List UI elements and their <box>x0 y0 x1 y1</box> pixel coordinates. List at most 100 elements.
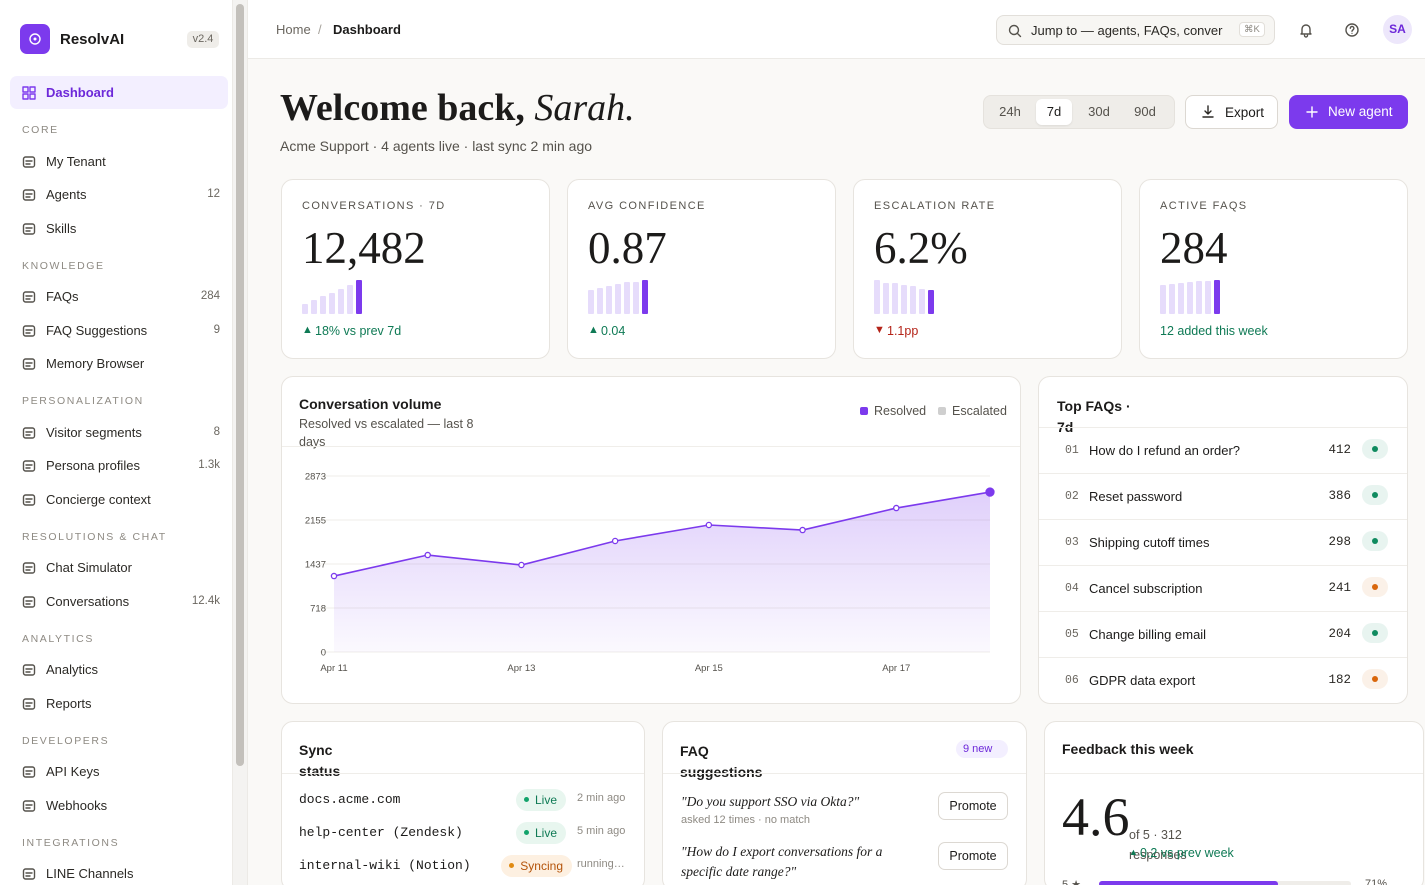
spark-bar <box>1214 280 1220 314</box>
promote-button[interactable]: Promote <box>938 792 1008 820</box>
range-option[interactable]: 24h <box>999 104 1021 119</box>
spark-bar <box>606 286 612 314</box>
kpi-card: ACTIVE FAQS 284 12 added this week <box>1139 179 1408 359</box>
promote-button[interactable]: Promote <box>938 842 1008 870</box>
faq-row[interactable]: 04 Cancel subscription 241 <box>1039 566 1407 611</box>
faq-row[interactable]: 01 How do I refund an order? 412 <box>1039 428 1407 473</box>
faq-question: Shipping cutoff times <box>1089 535 1210 550</box>
nav-item[interactable]: FAQs 284 <box>10 281 228 313</box>
icon <box>1306 106 1318 118</box>
status-badge <box>1362 577 1388 597</box>
status-badge <box>1362 439 1388 459</box>
card-title: FAQ suggestions <box>680 743 763 780</box>
faq-question: Cancel subscription <box>1089 581 1203 596</box>
faq-count: 412 <box>1328 443 1351 457</box>
faq-rank: 02 <box>1065 490 1079 503</box>
rating-value: 71% <box>1365 878 1388 885</box>
sync-status: Live <box>515 822 566 844</box>
nav-item[interactable]: Persona profiles 1.3k <box>10 450 228 482</box>
breadcrumb-separator: / <box>318 22 322 37</box>
breadcrumb-item[interactable]: Home <box>276 22 311 37</box>
topbar: Home / Dashboard Jump to — agents, FAQs, co… <box>248 0 1425 59</box>
icon <box>22 595 36 608</box>
kpi-delta: 0.04 <box>601 324 626 338</box>
spark-bar <box>910 286 916 314</box>
spark-bar <box>901 285 907 314</box>
nav-item[interactable]: Visitor segments 8 <box>10 417 228 449</box>
rating-track <box>1099 881 1351 885</box>
suggestion-question: "Do you support SSO via Okta?" <box>681 794 860 809</box>
score: 4.6 <box>1062 787 1130 847</box>
search-box[interactable]: Jump to — agents, FAQs, conver ⌘K <box>996 15 1275 45</box>
status-dot <box>1372 584 1378 590</box>
avatar[interactable]: SA <box>1383 15 1412 44</box>
nav-label: FAQ Suggestions <box>46 322 148 338</box>
nav-item[interactable]: Conversations 12.4k <box>10 586 228 618</box>
nav-count: 12.4k <box>191 594 220 607</box>
delta-arrow: ▲ <box>1129 847 1138 857</box>
icon <box>22 697 36 710</box>
faq-question: Reset password <box>1089 489 1183 504</box>
score-scale: of 5 · 312 responses <box>1129 828 1187 862</box>
kpi-delta: 18% vs prev 7d <box>315 324 402 338</box>
nav-item[interactable]: Skills <box>10 213 228 245</box>
nav-item[interactable]: Agents 12 <box>10 179 228 211</box>
range-option[interactable]: 90d <box>1134 104 1156 119</box>
faq-row[interactable]: 05 Change billing email 204 <box>1039 612 1407 657</box>
range-option[interactable]: 30d <box>1088 104 1110 119</box>
nav-item[interactable]: Webhooks <box>10 790 228 822</box>
legend-label: Resolved <box>874 404 927 418</box>
section-label: PERSONALIZATION <box>22 395 144 407</box>
icon <box>1345 23 1359 37</box>
welcome-subtitle: Acme Support · 4 agents live · last sync… <box>280 138 593 154</box>
nav-item[interactable]: Reports <box>10 688 228 720</box>
nav-item[interactable]: Analytics <box>10 654 228 686</box>
icon <box>22 324 36 337</box>
icon <box>1202 105 1214 118</box>
legend-swatch <box>938 407 946 415</box>
faq-question: GDPR data export <box>1089 673 1196 688</box>
section-label: ANALYTICS <box>22 632 94 645</box>
breadcrumb-current: Dashboard <box>333 22 401 37</box>
help-button[interactable] <box>1344 22 1360 38</box>
icon <box>22 562 36 574</box>
new-agent-button[interactable]: New agent <box>1289 95 1408 129</box>
icon <box>22 222 36 235</box>
chart-title: Conversation volume <box>299 396 442 412</box>
faq-row[interactable]: 02 Reset password 386 <box>1039 474 1407 519</box>
kpi-value: 0.87 <box>588 223 667 273</box>
nav-item[interactable]: LINE Channels <box>10 858 228 885</box>
nav-item[interactable]: API Keys <box>10 756 228 788</box>
export-button[interactable]: Export <box>1185 95 1278 129</box>
nav-count: 284 <box>200 290 220 302</box>
range-option[interactable]: 7d <box>1036 99 1072 125</box>
nav-item[interactable]: FAQ Suggestions 9 <box>10 315 228 347</box>
nav-label: Persona profiles <box>46 458 140 473</box>
sync-source: internal-wiki (Notion) <box>299 858 471 873</box>
faq-count: 386 <box>1328 489 1351 503</box>
icon <box>22 155 36 168</box>
status-badge <box>1362 623 1388 643</box>
nav-item-active[interactable]: Dashboard <box>10 76 228 109</box>
status-badge <box>1362 485 1388 505</box>
nav-item[interactable]: Memory Browser <box>10 348 228 380</box>
nav-label: My Tenant <box>46 153 106 169</box>
logo <box>20 24 50 54</box>
legend-swatch <box>860 407 868 415</box>
nav-item[interactable]: Chat Simulator <box>10 552 228 584</box>
notifications-button[interactable] <box>1298 22 1314 38</box>
faq-row[interactable]: 03 Shipping cutoff times 298 <box>1039 520 1407 565</box>
welcome-heading: Welcome back, Sarah. <box>280 86 635 130</box>
nav-item[interactable]: Concierge context <box>10 484 228 516</box>
nav-count: 9 <box>213 323 220 336</box>
icon <box>22 664 36 676</box>
kpi-card: CONVERSATIONS · 7D 12,482 ▲ 18% vs prev 7d <box>281 179 550 359</box>
kpi-label: ESCALATION RATE <box>874 200 996 212</box>
icon <box>22 799 36 812</box>
section-label: RESOLUTIONS & CHAT <box>22 530 167 543</box>
faq-count: 182 <box>1328 673 1351 687</box>
nav-item[interactable]: My Tenant <box>10 146 228 178</box>
spark-bar <box>356 280 362 314</box>
faq-row[interactable]: 06 GDPR data export 182 <box>1039 658 1407 703</box>
